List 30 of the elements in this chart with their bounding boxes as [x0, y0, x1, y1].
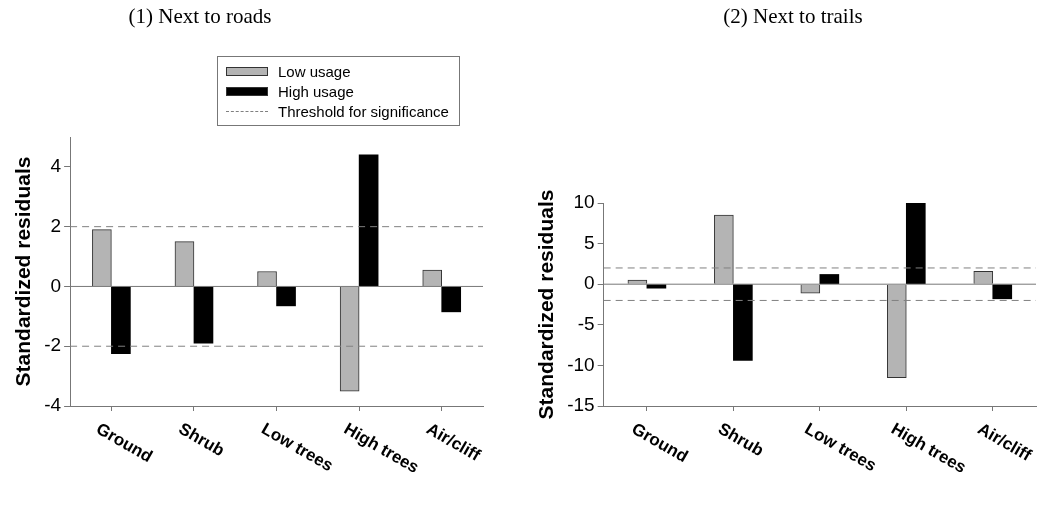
x-tick-label: Low trees	[801, 419, 880, 476]
chart-title: (1) Next to roads	[128, 4, 272, 29]
y-tick-label: 2	[50, 214, 62, 236]
y-tick-label: -10	[567, 353, 595, 375]
bar	[819, 274, 840, 285]
y-tick-label: 0	[50, 274, 62, 296]
bar	[111, 286, 131, 355]
bar	[992, 284, 1013, 300]
legend-label: Low usage	[277, 61, 352, 81]
legend-label: Threshold for significance	[277, 101, 449, 121]
y-tick-label: 10	[573, 191, 595, 213]
y-tick-label: -15	[567, 394, 595, 416]
bar	[441, 286, 462, 313]
bar	[646, 284, 667, 289]
legend-label: High usage	[277, 81, 355, 101]
bar	[905, 203, 926, 285]
y-tick-label: 5	[584, 231, 595, 253]
y-tick-label: 4	[50, 155, 62, 177]
y-tick-label: 0	[584, 272, 595, 294]
y-tick-label: -2	[44, 334, 62, 356]
y-tick-label: -4	[44, 394, 62, 416]
bar	[193, 286, 214, 344]
y-axis-title: Standardized residuals	[11, 156, 35, 387]
y-tick-label: -5	[577, 313, 595, 335]
y-axis-title: Standardized residuals	[534, 189, 558, 420]
bar	[276, 286, 296, 307]
chart-title: (2) Next to trails	[723, 4, 863, 29]
x-tick-label: Low trees	[258, 419, 337, 476]
bar	[733, 284, 753, 361]
bar	[358, 154, 379, 287]
